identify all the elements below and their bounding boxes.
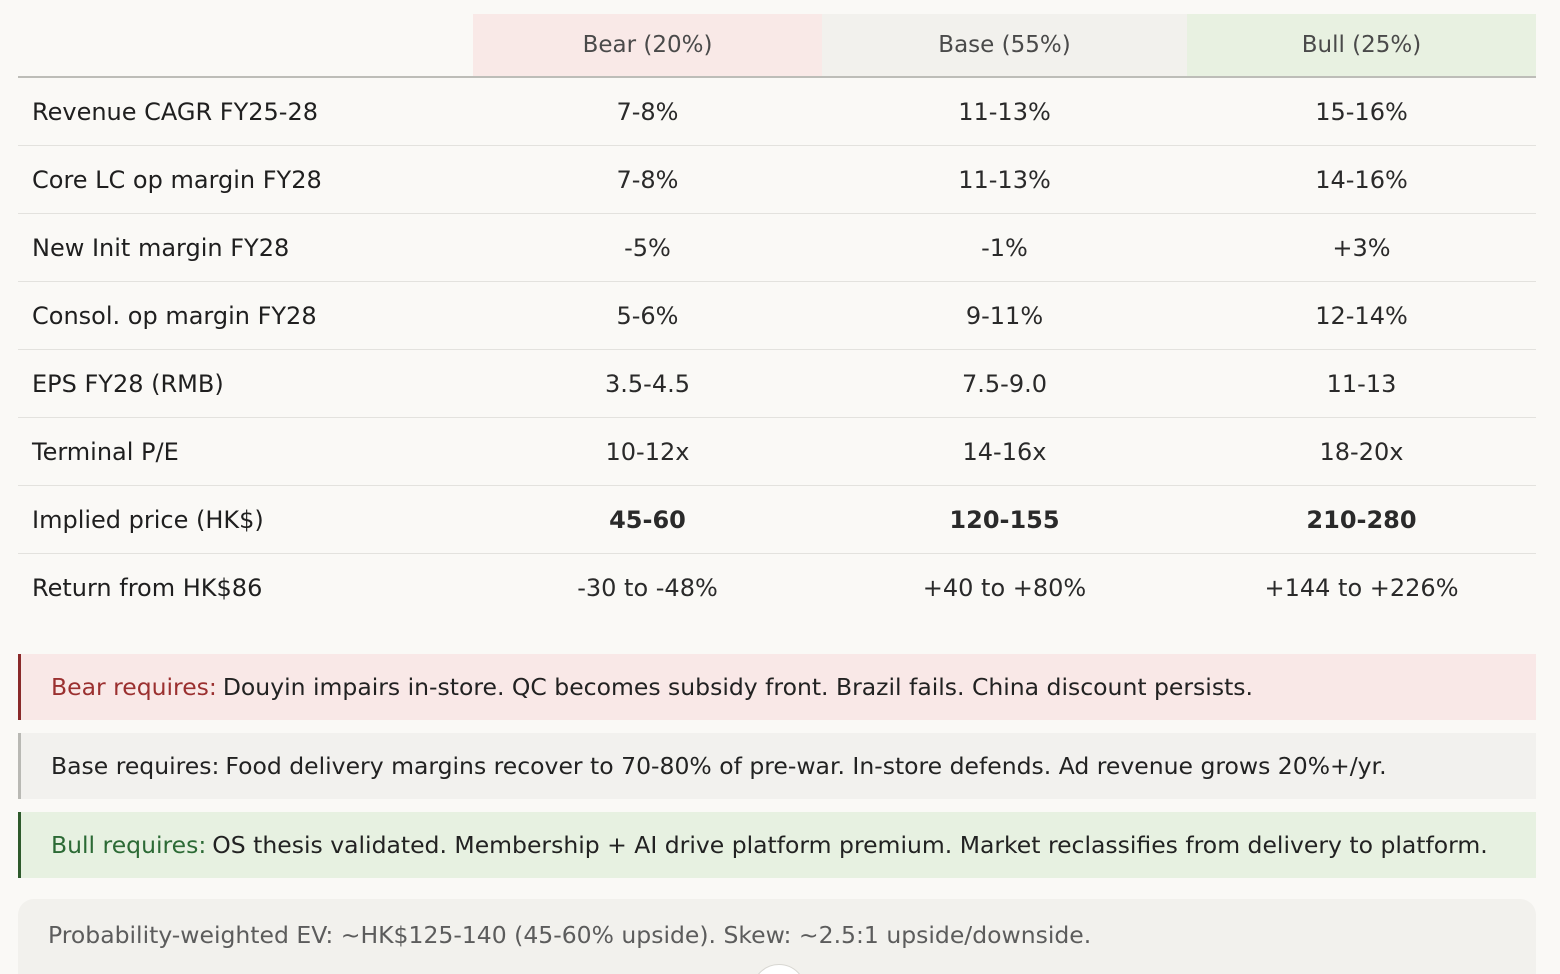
expected-value-summary: Probability-weighted EV: ~HK$125-140 (45… xyxy=(18,899,1536,974)
table-row: Implied price (HK$) 45-60 120-155 210-28… xyxy=(18,485,1536,554)
bear-requirements-text: Douyin impairs in-store. QC becomes subs… xyxy=(222,673,1253,701)
row-label: Implied price (HK$) xyxy=(18,485,473,554)
row-label: Return from HK$86 xyxy=(32,573,263,602)
bull-cell: 15-16% xyxy=(1187,77,1536,146)
header-bull: Bull (25%) xyxy=(1187,14,1536,78)
row-label: New Init margin FY28 xyxy=(18,213,473,282)
bear-cell: -30 to -48% xyxy=(577,573,718,602)
bull-cell: 11-13 xyxy=(1187,349,1536,418)
header-base: Base (55%) xyxy=(822,14,1187,78)
row-label: Revenue CAGR FY25-28 xyxy=(18,77,473,146)
bear-cell: 5-6% xyxy=(473,281,822,350)
table-row: Return from HK$86 -30 to -48% +40 to +80… xyxy=(18,554,1536,622)
table-row: Consol. op margin FY28 5-6% 9-11% 12-14% xyxy=(18,281,1536,350)
bear-requirements-callout: Bear requires: Douyin impairs in-store. … xyxy=(18,654,1536,720)
table-row: Revenue CAGR FY25-28 7-8% 11-13% 15-16% xyxy=(18,77,1536,146)
base-requirements-lead: Base requires: xyxy=(51,752,220,780)
base-cell: +40 to +80% xyxy=(922,573,1087,602)
bull-cell: 18-20x xyxy=(1187,417,1536,486)
row-label: Terminal P/E xyxy=(18,417,473,486)
header-bear: Bear (20%) xyxy=(473,14,822,78)
bull-cell: 12-14% xyxy=(1187,281,1536,350)
base-cell: 11-13% xyxy=(822,145,1187,214)
bear-cell: -5% xyxy=(473,213,822,282)
bull-cell: +144 to +226% xyxy=(1264,573,1459,602)
bear-cell: 7-8% xyxy=(473,77,822,146)
scenario-table: Bear (20%) Base (55%) Bull (25%) Revenue… xyxy=(18,14,1536,621)
base-cell: 11-13% xyxy=(822,77,1187,146)
row-label: EPS FY28 (RMB) xyxy=(18,349,473,418)
base-cell: 14-16x xyxy=(822,417,1187,486)
base-cell: 120-155 xyxy=(822,485,1187,554)
header-blank xyxy=(18,14,473,78)
table-row: New Init margin FY28 -5% -1% +3% xyxy=(18,213,1536,282)
base-cell: 7.5-9.0 xyxy=(822,349,1187,418)
row-label: Consol. op margin FY28 xyxy=(18,281,473,350)
bull-cell: 210-280 xyxy=(1187,485,1536,554)
table-row: Core LC op margin FY28 7-8% 11-13% 14-16… xyxy=(18,145,1536,214)
table-row: Terminal P/E 10-12x 14-16x 18-20x xyxy=(18,417,1536,486)
bear-cell: 3.5-4.5 xyxy=(473,349,822,418)
table-row: EPS FY28 (RMB) 3.5-4.5 7.5-9.0 11-13 xyxy=(18,349,1536,418)
base-cell: 9-11% xyxy=(822,281,1187,350)
bear-cell: 7-8% xyxy=(473,145,822,214)
base-requirements-callout: Base requires: Food delivery margins rec… xyxy=(18,733,1536,799)
base-cell: -1% xyxy=(822,213,1187,282)
row-label: Core LC op margin FY28 xyxy=(18,145,473,214)
bull-requirements-text: OS thesis validated. Membership + AI dri… xyxy=(212,831,1488,859)
bull-cell: +3% xyxy=(1187,213,1536,282)
bear-cell: 45-60 xyxy=(473,485,822,554)
base-requirements-text: Food delivery margins recover to 70-80% … xyxy=(225,752,1387,780)
bull-requirements-callout: Bull requires: OS thesis validated. Memb… xyxy=(18,812,1536,878)
bull-cell: 14-16% xyxy=(1187,145,1536,214)
bear-requirements-lead: Bear requires: xyxy=(51,673,217,701)
bear-cell: 10-12x xyxy=(473,417,822,486)
header-row: Bear (20%) Base (55%) Bull (25%) xyxy=(18,14,1536,78)
bull-requirements-lead: Bull requires: xyxy=(51,831,207,859)
